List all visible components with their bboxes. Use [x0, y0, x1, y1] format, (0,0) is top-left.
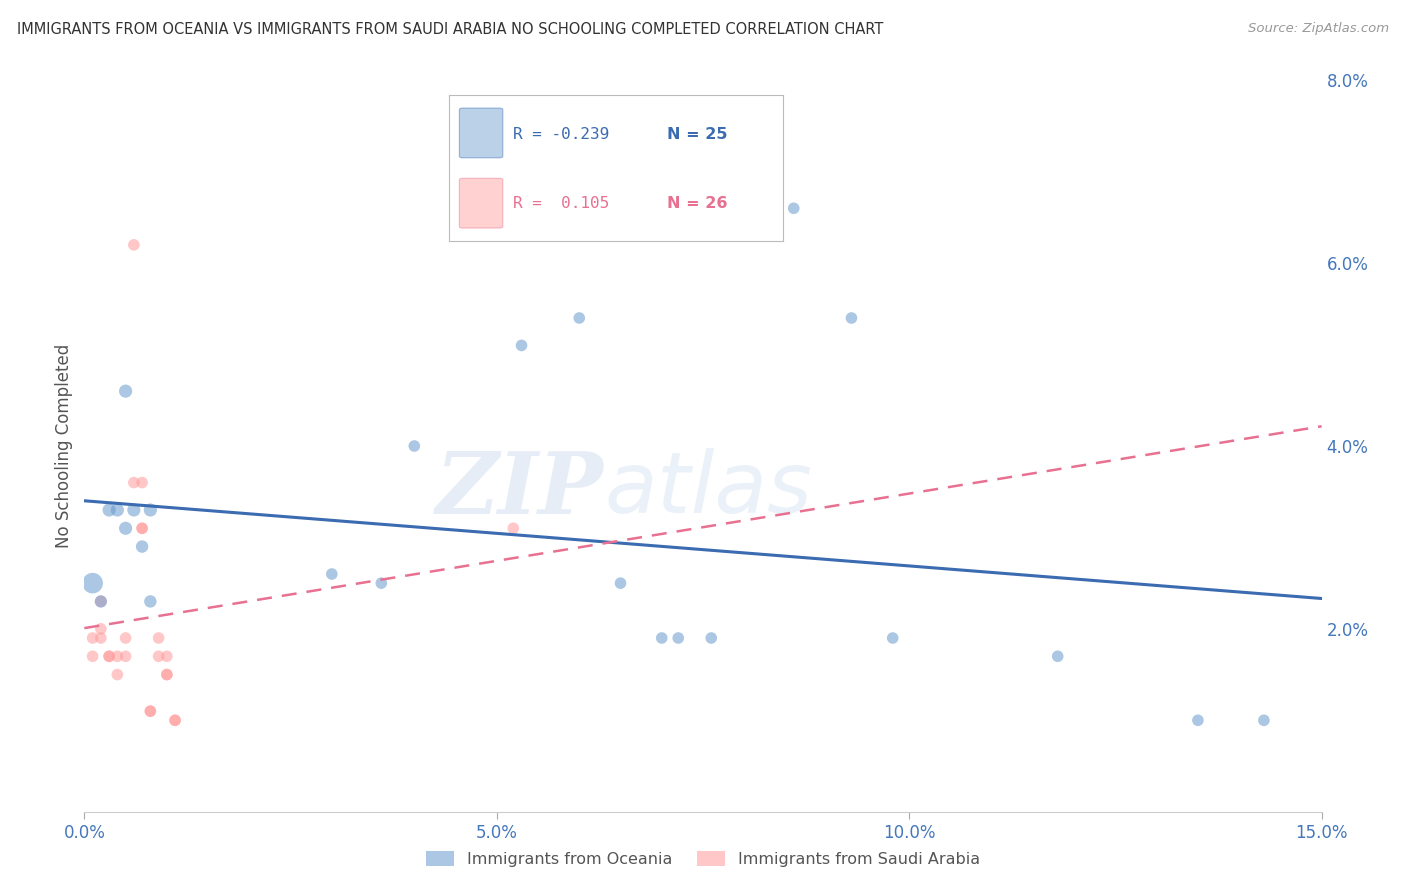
Point	[156, 667, 179, 681]
Point	[165, 714, 187, 728]
Point	[98, 649, 121, 664]
Point	[841, 311, 863, 326]
Y-axis label: No Schooling Completed: No Schooling Completed	[55, 344, 73, 548]
Text: atlas: atlas	[605, 449, 813, 532]
Point	[90, 594, 112, 608]
Point	[404, 439, 426, 453]
Point	[114, 521, 136, 535]
Point	[122, 475, 145, 490]
Point	[82, 631, 104, 645]
Point	[1253, 714, 1275, 728]
Point	[114, 631, 136, 645]
Point	[502, 521, 524, 535]
Point	[1046, 649, 1069, 664]
Text: IMMIGRANTS FROM OCEANIA VS IMMIGRANTS FROM SAUDI ARABIA NO SCHOOLING COMPLETED C: IMMIGRANTS FROM OCEANIA VS IMMIGRANTS FR…	[17, 22, 883, 37]
Point	[156, 667, 179, 681]
Point	[156, 649, 179, 664]
Point	[700, 631, 723, 645]
Point	[139, 594, 162, 608]
Point	[1187, 714, 1209, 728]
Point	[114, 384, 136, 399]
Point	[131, 540, 153, 554]
Point	[90, 622, 112, 636]
Point	[148, 631, 170, 645]
Point	[568, 311, 591, 326]
Point	[131, 521, 153, 535]
Point	[651, 631, 673, 645]
Point	[370, 576, 392, 591]
Point	[139, 704, 162, 718]
Point	[82, 576, 104, 591]
Point	[148, 649, 170, 664]
Point	[114, 649, 136, 664]
Point	[98, 649, 121, 664]
Point	[90, 594, 112, 608]
Point	[165, 714, 187, 728]
Point	[510, 338, 533, 352]
Point	[105, 503, 128, 517]
Point	[122, 238, 145, 252]
Text: Source: ZipAtlas.com: Source: ZipAtlas.com	[1249, 22, 1389, 36]
Point	[105, 667, 128, 681]
Point	[90, 631, 112, 645]
Point	[139, 503, 162, 517]
Point	[666, 631, 689, 645]
Text: ZIP: ZIP	[436, 448, 605, 532]
Point	[609, 576, 631, 591]
Point	[105, 649, 128, 664]
Point	[139, 704, 162, 718]
Point	[882, 631, 904, 645]
Legend: Immigrants from Oceania, Immigrants from Saudi Arabia: Immigrants from Oceania, Immigrants from…	[419, 845, 987, 873]
Point	[131, 521, 153, 535]
Point	[98, 503, 121, 517]
Point	[321, 567, 343, 582]
Point	[122, 503, 145, 517]
Point	[131, 475, 153, 490]
Point	[82, 649, 104, 664]
Point	[783, 202, 806, 216]
